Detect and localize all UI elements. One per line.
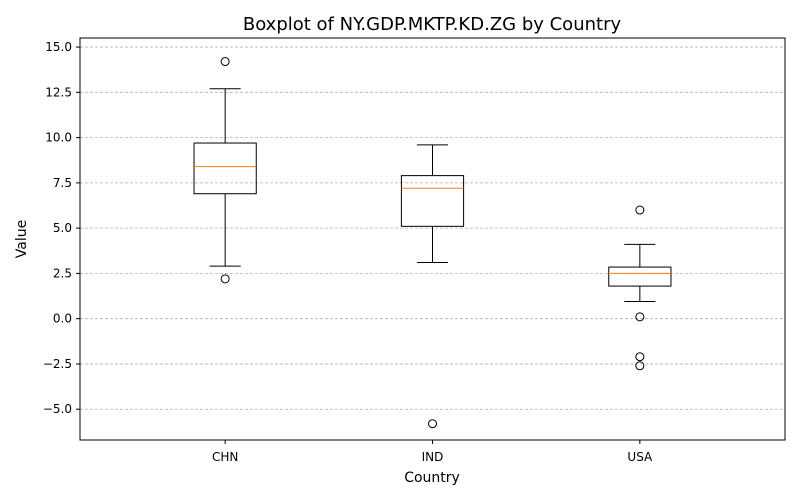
y-tick-label: 10.0 xyxy=(45,131,72,145)
box-iqr xyxy=(193,142,257,195)
outlier-point xyxy=(635,205,645,215)
outlier-point xyxy=(220,274,230,284)
y-tick-label: 5.0 xyxy=(53,221,72,235)
y-tick-label: 12.5 xyxy=(45,85,72,99)
x-axis-label: Country xyxy=(404,470,460,486)
y-tick-label: −2.5 xyxy=(43,357,72,371)
x-tick-label: CHN xyxy=(212,450,238,464)
y-tick-label: 15.0 xyxy=(45,40,72,54)
outlier-point xyxy=(220,57,230,67)
box-usa xyxy=(608,205,672,371)
y-tick-label: −5.0 xyxy=(43,402,72,416)
y-tick-label: 7.5 xyxy=(53,176,72,190)
box-iqr xyxy=(400,175,465,227)
box-iqr xyxy=(608,266,672,287)
plot-frame xyxy=(79,37,786,441)
boxes xyxy=(193,57,672,429)
y-axis-ticks: −5.0 −2.5 0.0 2.5 5.0 7.5 10.0 12.5 15.0 xyxy=(43,40,80,416)
x-axis-ticks: CHN IND USA xyxy=(212,440,653,464)
outlier-point xyxy=(635,361,645,371)
box-chn xyxy=(193,57,257,284)
chart-title: Boxplot of NY.GDP.MKTP.KD.ZG by Country xyxy=(243,14,622,35)
y-tick-label: 0.0 xyxy=(53,312,72,326)
x-tick-label: IND xyxy=(422,450,444,464)
y-axis-label: Value xyxy=(14,220,30,258)
box-ind xyxy=(400,144,465,429)
x-tick-label: USA xyxy=(627,450,653,464)
y-tick-label: 2.5 xyxy=(53,266,72,280)
outlier-point xyxy=(635,352,645,362)
outlier-point xyxy=(635,312,645,322)
outlier-point xyxy=(428,419,437,429)
